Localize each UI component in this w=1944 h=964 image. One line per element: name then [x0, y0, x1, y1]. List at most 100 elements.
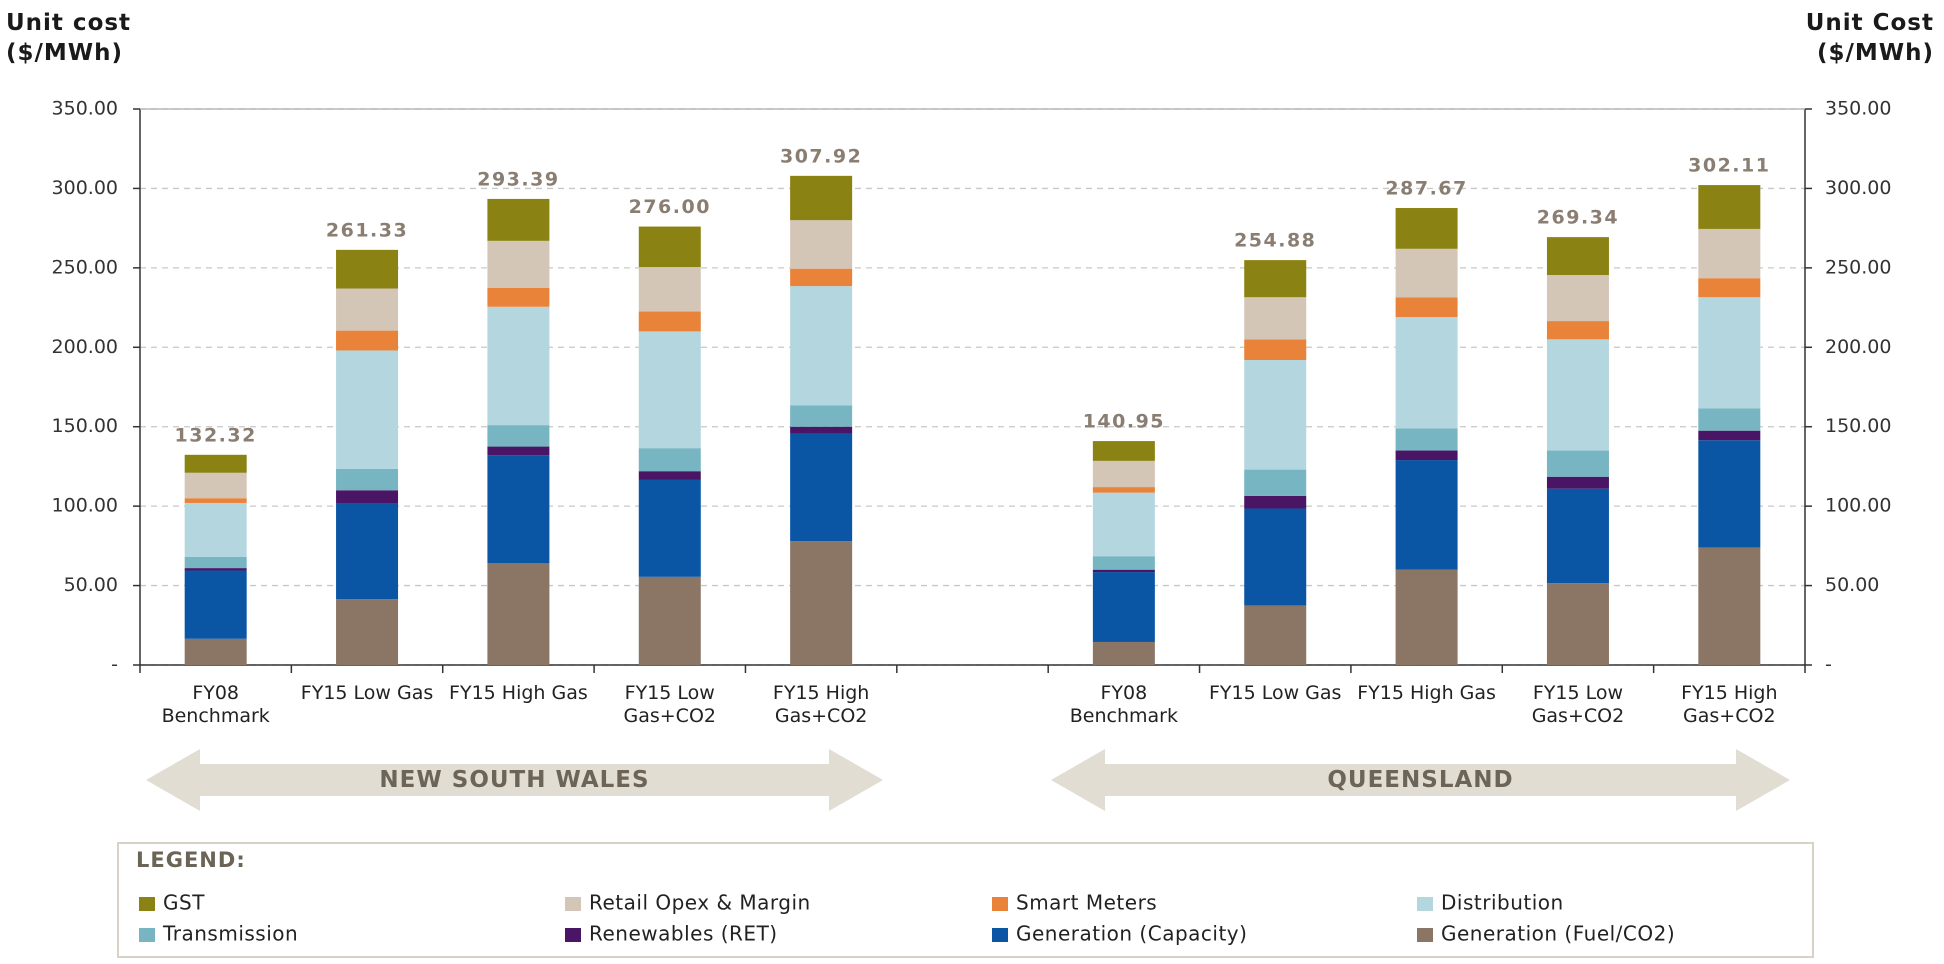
bar-segment [1698, 440, 1761, 548]
bar-segment [638, 331, 701, 449]
bar-segment [487, 287, 550, 307]
total-label: 254.88 [1234, 230, 1316, 252]
total-label: 302.11 [1688, 155, 1770, 177]
bar-segment [1244, 260, 1307, 298]
bar-segment [184, 570, 247, 639]
y-tick-label: 300.00 [52, 177, 118, 199]
total-label: 132.32 [175, 424, 257, 446]
legend-label: Transmission [162, 922, 298, 946]
bar-segment [1244, 359, 1307, 470]
bar-segment [1546, 275, 1609, 322]
x-tick-label: FY15 High Gas [1357, 682, 1496, 704]
legend-label: Renewables (RET) [589, 922, 778, 946]
y2-tick-label: 150.00 [1825, 415, 1891, 437]
bar-segment [638, 448, 701, 472]
bar-segment [1395, 208, 1458, 249]
bar-segment [1244, 495, 1307, 509]
bar-segment [1546, 583, 1609, 665]
x-tick-label: FY15 High Gas [449, 682, 588, 704]
bar-segment [184, 556, 247, 569]
y-tick-label: - [111, 654, 118, 676]
bar-segment [638, 267, 701, 312]
y-tick-label: 100.00 [52, 495, 118, 517]
bar-segment [184, 454, 247, 473]
legend-label: Generation (Capacity) [1016, 922, 1247, 946]
bar-segment [1244, 508, 1307, 606]
bar-segment [1092, 487, 1155, 493]
x-tick-label: FY15 Low Gas+CO2 [1531, 682, 1625, 727]
bar-segment [487, 425, 550, 447]
bar-segment [487, 306, 550, 426]
y-tick-label: 150.00 [52, 415, 118, 437]
legend-label: GST [163, 891, 205, 915]
bar-segment [184, 498, 247, 503]
bar-segment [487, 455, 550, 564]
y2-tick-label: 300.00 [1825, 177, 1891, 199]
x-tick-label: FY08 Benchmark [161, 682, 270, 727]
bar-segment [184, 638, 247, 665]
bar-segment [336, 468, 399, 491]
legend-box [117, 842, 1814, 958]
legend-swatch [139, 897, 155, 911]
bar-segment [790, 405, 853, 427]
legend-swatch [1417, 928, 1433, 942]
legend-swatch [992, 897, 1008, 911]
legend-swatch [139, 928, 155, 942]
y-axis-title: Unit cost ($/MWh) [6, 10, 132, 66]
legend-swatch [1417, 897, 1433, 911]
legend-label: Generation (Fuel/CO2) [1441, 922, 1675, 946]
bar-segment [1546, 321, 1609, 340]
bar-segment [184, 472, 247, 499]
bar-segment [790, 433, 853, 542]
bar-segment [790, 220, 853, 269]
y2-tick-label: 250.00 [1825, 256, 1891, 278]
y2-tick-label: 100.00 [1825, 495, 1891, 517]
bar-segment [1395, 428, 1458, 451]
total-label: 307.92 [780, 145, 862, 167]
bar-segment [1092, 556, 1155, 570]
total-label: 269.34 [1537, 207, 1619, 229]
bar-segment [336, 330, 399, 351]
bar-segment [1698, 228, 1761, 279]
group-label: QUEENSLAND [1327, 767, 1514, 793]
bar-segment [1698, 278, 1761, 298]
region-arrow [1051, 749, 1790, 811]
y2-tick-label: - [1825, 654, 1832, 676]
y-tick-label: 200.00 [52, 336, 118, 358]
y2-tick-label: 50.00 [1825, 574, 1879, 596]
bar-segment [1546, 488, 1609, 584]
bar-segment [336, 490, 399, 504]
group-label: NEW SOUTH WALES [379, 767, 650, 793]
bar-segment [1244, 339, 1307, 360]
bar-segment [336, 249, 399, 289]
bar-segment [336, 503, 399, 600]
x-tick-label: FY15 Low Gas [1208, 682, 1342, 704]
bar-segment [638, 576, 701, 665]
total-label: 140.95 [1083, 411, 1165, 433]
bar-segment [487, 198, 550, 241]
bar-segment [336, 288, 399, 331]
bar-segment [487, 240, 550, 288]
x-tick-label: FY15 High Gas+CO2 [1681, 682, 1778, 727]
bar-segment [1698, 430, 1761, 441]
y-tick-label: 250.00 [52, 256, 118, 278]
y-tick-label: 350.00 [52, 98, 118, 120]
x-tick-label: FY15 Low Gas+CO2 [623, 682, 717, 727]
legend-swatch [565, 928, 581, 942]
bar-segment [1546, 450, 1609, 477]
bar-segment [790, 541, 853, 665]
bar-segment [1546, 339, 1609, 451]
bar-segment [1395, 450, 1458, 461]
total-label: 293.39 [477, 168, 559, 190]
bar-segment [1698, 297, 1761, 409]
total-label: 276.00 [629, 196, 711, 218]
bar-segment [1698, 408, 1761, 431]
legend-label: Distribution [1441, 891, 1564, 915]
bar-segment [638, 226, 701, 268]
bar-segment [487, 563, 550, 665]
bar-segment [1546, 237, 1609, 276]
bar-segment [1395, 569, 1458, 665]
bar-segment [1395, 297, 1458, 318]
